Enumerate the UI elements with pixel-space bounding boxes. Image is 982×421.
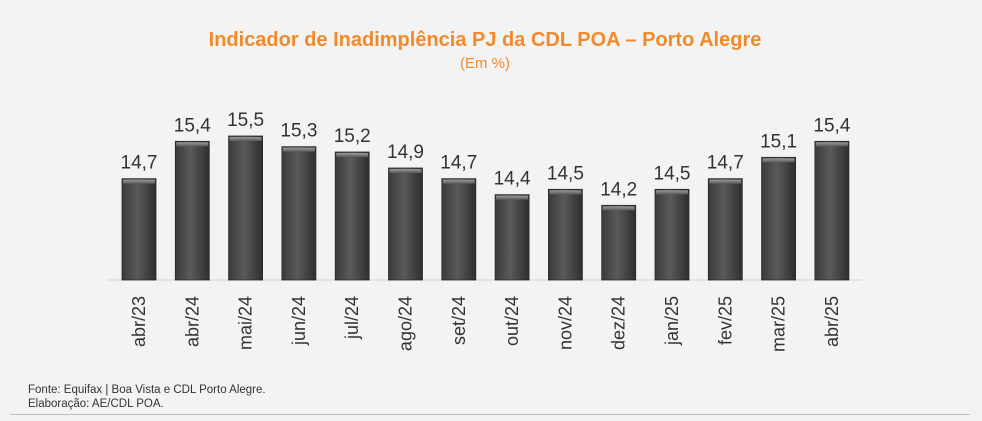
x-tick-label: jan/25 (662, 296, 682, 346)
value-label: 14,7 (440, 153, 477, 174)
x-tick-label: nov/24 (555, 296, 575, 350)
bar-cap-abr/25 (815, 142, 848, 147)
value-label: 15,5 (227, 110, 264, 131)
x-tick-label: abr/23 (129, 296, 149, 347)
value-label: 15,3 (280, 121, 317, 142)
bar-abr/24 (174, 140, 210, 281)
bar-cap-fev/25 (709, 179, 742, 184)
bar-jan/25 (654, 188, 690, 281)
bar-cap-abr/24 (176, 142, 209, 147)
bar-nov/24 (548, 188, 583, 281)
bar-mar/25 (761, 156, 796, 281)
credit-note: Elaboração: AE/CDL POA. (28, 398, 164, 410)
x-tick-label: set/24 (449, 296, 469, 345)
bar-jun/24 (281, 146, 317, 281)
x-tick-label: dez/24 (609, 296, 629, 350)
value-label: 14,5 (547, 163, 584, 184)
bar-cap-jul/24 (336, 153, 369, 157)
x-tick-label: mai/24 (236, 296, 256, 350)
bar-cap-dez/24 (602, 206, 635, 211)
x-tick-label: fev/25 (715, 296, 735, 345)
value-label: 14,9 (387, 142, 424, 163)
value-label: 15,4 (813, 115, 850, 136)
x-tick-label: jul/24 (342, 296, 362, 340)
bar-dez/24 (601, 204, 637, 281)
bar-cap-abr/23 (123, 179, 155, 184)
value-label: 14,4 (494, 169, 531, 190)
x-tick-label: jun/24 (289, 296, 309, 346)
bar-cap-jun/24 (282, 147, 315, 152)
chart-subtitle: (Em %) (460, 55, 510, 72)
bar-jul/24 (334, 151, 370, 281)
bar-abr/25 (814, 140, 850, 281)
bar-fev/25 (707, 178, 743, 281)
x-tick-label: abr/25 (822, 296, 842, 347)
x-tick-label: mar/25 (769, 296, 789, 352)
value-label: 15,4 (174, 115, 211, 136)
bar-abr/23 (121, 178, 157, 281)
bar-cap-ago/24 (389, 169, 422, 173)
value-label: 14,2 (600, 179, 637, 200)
bar-set/24 (441, 178, 477, 281)
value-label: 14,5 (654, 163, 691, 184)
bar-cap-mai/24 (229, 137, 262, 141)
x-tick-label: abr/24 (182, 296, 202, 347)
source-note: Fonte: Equifax | Boa Vista e CDL Porto A… (28, 384, 266, 396)
chart-title: Indicador de Inadimplência PJ da CDL POA… (208, 29, 762, 51)
bar-cap-jan/25 (656, 190, 688, 195)
value-label: 14,7 (707, 153, 744, 174)
bar-cap-mar/25 (762, 158, 795, 163)
bar-cap-nov/24 (549, 190, 582, 195)
bar-cap-out/24 (496, 195, 529, 200)
x-tick-label: out/24 (502, 296, 522, 346)
value-label: 14,7 (121, 153, 158, 174)
bar-ago/24 (388, 167, 423, 281)
value-label: 15,1 (760, 131, 797, 152)
value-label: 15,2 (334, 126, 371, 147)
x-tick-label: ago/24 (396, 296, 416, 351)
bar-mai/24 (228, 135, 264, 281)
bar-out/24 (494, 194, 530, 281)
chart-footer: Fonte: Equifax | Boa Vista e CDL Porto A… (28, 383, 266, 411)
bar-cap-set/24 (442, 179, 475, 184)
footer-divider (10, 414, 970, 415)
